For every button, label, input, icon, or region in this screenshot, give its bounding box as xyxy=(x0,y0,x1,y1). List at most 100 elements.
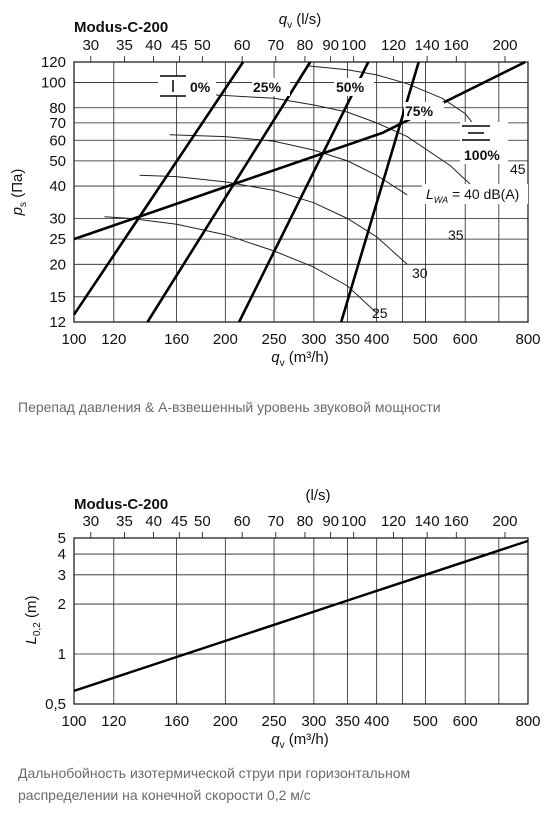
damper-100-bg xyxy=(460,122,508,164)
c2-xtick-600: 600 xyxy=(453,713,478,730)
c2-xtick-300: 300 xyxy=(301,713,326,730)
c2-xlabel: qv (m³/h) xyxy=(271,731,329,751)
sound-curve-40 xyxy=(208,94,473,187)
c2-toptick-60: 60 xyxy=(234,513,251,530)
chart2-caption: Дальнобойность изотермической струи при … xyxy=(18,762,410,806)
chart2-labels: 100 120 160 200 250 300 350 400 500 600 800 0,5 1 2 3 4… xyxy=(23,487,541,751)
c1-toptick-200: 200 xyxy=(492,37,517,54)
sound-curve-35 xyxy=(169,134,408,196)
c1-toptick-60: 60 xyxy=(234,37,251,54)
c2-toptick-50: 50 xyxy=(194,513,211,530)
damper-label-50pct: 50% xyxy=(336,79,365,95)
c1-xtick-120: 120 xyxy=(101,331,126,348)
damper-line-25pct xyxy=(146,61,312,323)
throw-line-0 xyxy=(73,539,529,693)
c1-ytick-70: 70 xyxy=(49,115,66,132)
c2-ylabel: L0,2 (m) xyxy=(23,596,43,645)
c1-ytick-20: 20 xyxy=(49,256,66,273)
c2-xtick-100: 100 xyxy=(61,713,86,730)
c1-toptick-45: 45 xyxy=(171,37,188,54)
c1-title: Modus-C-200 xyxy=(74,19,168,36)
chart1-labels: 100 120 160 200 250 300 350 400 500 600 800 12 15 20 2… xyxy=(9,11,541,369)
c1-toptick-80: 80 xyxy=(297,37,314,54)
c2-xtick-350: 350 xyxy=(335,713,360,730)
c2-xtick-160: 160 xyxy=(164,713,189,730)
c2-ytick-1: 1 xyxy=(58,646,66,663)
c1-ytick-50: 50 xyxy=(49,153,66,170)
c1-xtick-250: 250 xyxy=(262,331,287,348)
damper-label-100pct: 100% xyxy=(464,147,500,163)
chart1-caption: Перепад давления & А-взвешенный уровень … xyxy=(18,399,441,415)
c2-toptick-40: 40 xyxy=(145,513,162,530)
sound-curve-label-45: 45 xyxy=(510,161,526,177)
c2-ytick-0: 0,5 xyxy=(45,696,66,713)
c1-toptick-35: 35 xyxy=(116,37,133,54)
chart1-marks xyxy=(72,60,526,323)
c2-toptick-30: 30 xyxy=(82,513,99,530)
c2-xtick-400: 400 xyxy=(364,713,389,730)
sound-curve-label-35: 35 xyxy=(448,227,464,243)
c1-ytick-100: 100 xyxy=(41,75,66,92)
c1-ytick-120: 120 xyxy=(41,54,66,71)
c1-toptick-120: 120 xyxy=(381,37,406,54)
c1-toptick-90: 90 xyxy=(322,37,339,54)
c1-toptick-40: 40 xyxy=(145,37,162,54)
c2-title: Modus-C-200 xyxy=(74,496,168,513)
c1-ytick-25: 25 xyxy=(49,231,66,248)
c1-toptick-160: 160 xyxy=(444,37,469,54)
c2-xtick-800: 800 xyxy=(515,713,540,730)
c1-xtick-350: 350 xyxy=(335,331,360,348)
c2-xtick-120: 120 xyxy=(101,713,126,730)
c1-toptick-100: 100 xyxy=(341,37,366,54)
c1-xtick-300: 300 xyxy=(301,331,326,348)
c1-ytick-80: 80 xyxy=(49,100,66,117)
sound-curve-label-30: 30 xyxy=(412,265,428,281)
c1-xtick-100: 100 xyxy=(61,331,86,348)
chart2-marks xyxy=(73,539,529,693)
sound-level-label: LWA = 40 dB(A) xyxy=(426,186,519,205)
c1-toptick-70: 70 xyxy=(267,37,284,54)
c2-xtick-200: 200 xyxy=(213,713,238,730)
damper-line-50pct xyxy=(237,61,370,323)
c1-toptick-140: 140 xyxy=(415,37,440,54)
chart2-caption-line2: распределении на конечной скорости 0,2 м… xyxy=(18,787,311,803)
c1-ytick-60: 60 xyxy=(49,132,66,149)
sound-label-bg xyxy=(422,184,528,204)
c2-toptick-140: 140 xyxy=(415,513,440,530)
c2-toptick-35: 35 xyxy=(116,513,133,530)
c1-xlabel: qv (m³/h) xyxy=(271,349,329,369)
c2-xtick-500: 500 xyxy=(413,713,438,730)
c1-xtick-500: 500 xyxy=(413,331,438,348)
c2-toptick-70: 70 xyxy=(267,513,284,530)
c2-ytick-3: 3 xyxy=(58,567,66,584)
c2-ytick-5: 5 xyxy=(58,530,66,547)
sound-curve-30 xyxy=(139,174,408,265)
c2-toptick-200: 200 xyxy=(492,513,517,530)
sound-curve-25 xyxy=(104,216,378,314)
damper-line-75pct xyxy=(339,61,420,323)
c2-toptick-100: 100 xyxy=(341,513,366,530)
c1-ytick-30: 30 xyxy=(49,211,66,228)
damper-line-100pct xyxy=(73,60,526,241)
chart2-caption-line1: Дальнобойность изотермической струи при … xyxy=(18,765,411,781)
c2-toptick-45: 45 xyxy=(171,513,188,530)
damper-25-label-bg xyxy=(252,78,290,96)
c1-ylabel: ps (Па) xyxy=(9,169,29,217)
c1-toptick-30: 30 xyxy=(82,37,99,54)
damper-label-25pct: 25% xyxy=(253,79,282,95)
chart2-grid xyxy=(73,532,529,705)
c1-top-axis-label: qv (l/s) xyxy=(279,11,322,31)
c1-ytick-15: 15 xyxy=(49,289,66,306)
c1-toptick-50: 50 xyxy=(194,37,211,54)
damper-label-75pct: 75% xyxy=(405,103,434,119)
c2-toptick-120: 120 xyxy=(381,513,406,530)
damper-label-0pct: 0% xyxy=(190,79,211,95)
c1-xtick-160: 160 xyxy=(164,331,189,348)
damper-line-0pct xyxy=(72,61,245,316)
c1-xtick-600: 600 xyxy=(453,331,478,348)
sound-curve-label-25: 25 xyxy=(372,305,388,321)
c2-xtick-250: 250 xyxy=(262,713,287,730)
c1-xtick-800: 800 xyxy=(515,331,540,348)
c2-frame xyxy=(73,537,529,705)
c1-ytick-12: 12 xyxy=(49,314,66,331)
